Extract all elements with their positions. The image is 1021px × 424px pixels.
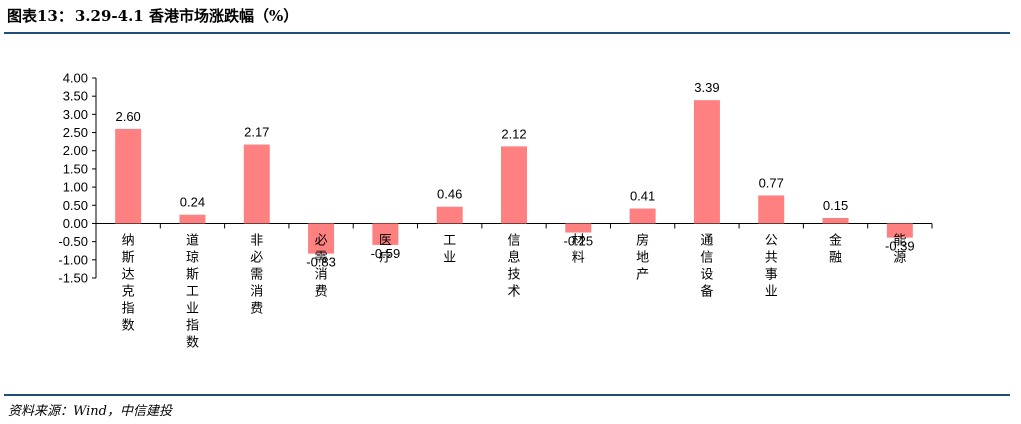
category-label: 公共事业 bbox=[765, 233, 778, 299]
category-label: 道琼斯工业指数 bbox=[186, 233, 199, 350]
y-tick-label: 3.50 bbox=[63, 89, 88, 104]
y-tick-label: 2.00 bbox=[63, 143, 88, 158]
data-label: -0.25 bbox=[563, 234, 593, 249]
data-label: 0.41 bbox=[630, 189, 655, 204]
bar bbox=[308, 223, 335, 254]
chart-title: 图表13： 3.29-4.1 香港市场涨跌幅（%） bbox=[7, 5, 298, 26]
source-note: 资料来源：Wind，中信建投 bbox=[8, 404, 172, 419]
bar bbox=[115, 128, 142, 224]
data-label: -0.59 bbox=[371, 246, 401, 261]
data-label: 0.24 bbox=[180, 195, 205, 210]
category-label: 信息技术 bbox=[507, 233, 520, 299]
y-tick-label: -1.00 bbox=[58, 252, 88, 267]
data-label: 3.39 bbox=[694, 80, 719, 95]
y-tick-label: 4.00 bbox=[63, 71, 88, 86]
y-tick-label: 3.00 bbox=[63, 107, 88, 122]
category-label: 能源 bbox=[893, 233, 906, 265]
y-tick-label: 1.50 bbox=[63, 161, 88, 176]
data-label: 0.15 bbox=[823, 198, 848, 213]
bar bbox=[629, 208, 656, 224]
category-label: 必需消费 bbox=[315, 233, 328, 299]
bar bbox=[565, 223, 592, 233]
y-tick-label: 2.50 bbox=[63, 125, 88, 140]
data-label: 2.60 bbox=[115, 109, 140, 124]
bar bbox=[758, 195, 785, 224]
chart-title-prefix: 图表13： bbox=[7, 7, 73, 25]
bar-chart: 4.00 3.50 3.00 2.50 2.00 1.50 1.00 0.50 0.00 -0.5… bbox=[58, 71, 933, 350]
category-label: 非必需消费 bbox=[250, 233, 263, 316]
chart-header: 图表13： 3.29-4.1 香港市场涨跌幅（%） bbox=[0, 0, 1010, 30]
data-label: 2.17 bbox=[244, 125, 269, 140]
chart-title-main: 3.29-4.1 香港市场涨跌幅（%） bbox=[74, 7, 299, 25]
data-label: 2.12 bbox=[501, 126, 526, 141]
category-label: 医疗 bbox=[379, 233, 392, 265]
data-label: 0.77 bbox=[759, 175, 784, 190]
y-tick-label: 1.00 bbox=[63, 180, 88, 195]
y-tick-label: -1.50 bbox=[58, 271, 88, 286]
category-label: 材料 bbox=[572, 233, 585, 265]
category-label: 纳斯达克指数 bbox=[122, 233, 135, 333]
bar bbox=[179, 214, 206, 224]
category-label: 工业 bbox=[443, 233, 456, 265]
category-label: 房地产 bbox=[636, 232, 649, 282]
bar bbox=[886, 223, 913, 238]
bar bbox=[693, 100, 720, 224]
bar bbox=[501, 146, 527, 224]
y-tick-label: 0.00 bbox=[63, 216, 88, 231]
data-label: -0.83 bbox=[306, 255, 336, 270]
category-label: 金融 bbox=[829, 232, 842, 265]
bar bbox=[372, 223, 399, 245]
bar bbox=[243, 144, 270, 224]
y-tick-label: -0.50 bbox=[58, 234, 88, 249]
data-label: 0.46 bbox=[437, 187, 462, 202]
bar bbox=[822, 218, 849, 224]
data-label: -0.39 bbox=[885, 239, 915, 254]
top-divider bbox=[4, 32, 1010, 34]
y-tick-label: 0.50 bbox=[63, 198, 88, 213]
category-label: 通信设备 bbox=[700, 233, 713, 299]
bar bbox=[436, 206, 463, 224]
bottom-divider bbox=[4, 394, 1010, 396]
